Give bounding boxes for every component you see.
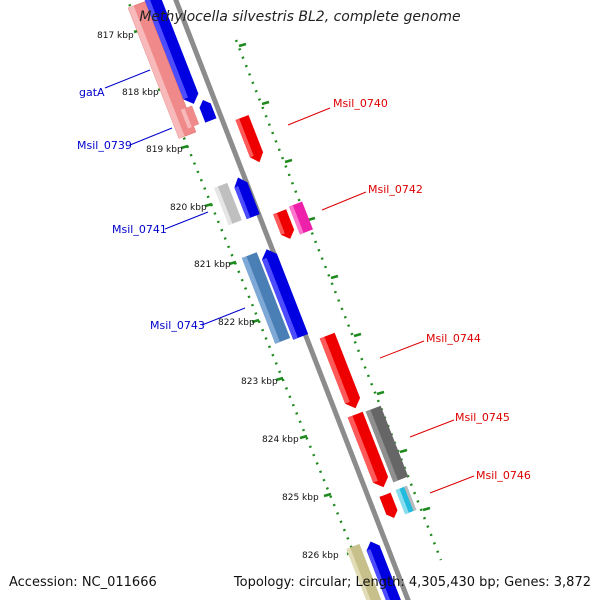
gene-Msil_0743-steelblue[interactable] (241, 252, 291, 344)
gene-Msil_0740[interactable] (235, 114, 265, 165)
gene-blue-small[interactable] (197, 98, 217, 123)
genome-summary-text: Topology: circular; Length: 4,305,430 bp… (233, 575, 591, 590)
gene-Msil_0743-blue[interactable] (259, 246, 309, 340)
gene-Msil_0745-red[interactable] (347, 411, 391, 490)
gene-Msil_0745-grey[interactable] (365, 405, 409, 483)
gene-Msil_0746-red[interactable] (379, 492, 399, 521)
accession-text: Accession: NC_011666 (9, 575, 157, 590)
gene-Msil_0741-grey[interactable] (214, 182, 242, 226)
right-leader-lines (287, 107, 475, 494)
tick-label-822: 822 kbp (218, 318, 255, 328)
gene-blue-bottom[interactable] (364, 539, 406, 600)
label-Msil_0745[interactable]: Msil_0745 (455, 411, 510, 424)
left-leader-lines (104, 69, 246, 326)
tick-label-826: 826 kbp (302, 551, 339, 561)
gene-blue-top[interactable] (143, 0, 201, 107)
label-Msil_0746[interactable]: Msil_0746 (476, 469, 531, 482)
label-gatA[interactable]: gatA (79, 86, 105, 99)
label-Msil_0741[interactable]: Msil_0741 (112, 223, 167, 236)
gene-Msil_0739-pink[interactable] (180, 105, 200, 129)
gene-Msil_0741-blue[interactable] (231, 175, 260, 220)
gene-Msil_0746-cyan[interactable] (395, 485, 417, 515)
tick-label-825: 825 kbp (282, 493, 319, 503)
label-Msil_0744[interactable]: Msil_0744 (426, 332, 481, 345)
tick-label-820: 820 kbp (170, 203, 207, 213)
gene-Msil_0744[interactable] (319, 332, 363, 411)
gene-Msil_0742-magenta[interactable] (289, 201, 313, 235)
right-ruler-dotted (234, 39, 443, 561)
gene-gatA[interactable] (127, 1, 197, 139)
gene-Msil_0742-red[interactable] (273, 209, 297, 241)
tick-label-821: 821 kbp (194, 260, 231, 270)
gene-khaki-bottom[interactable] (346, 543, 386, 600)
label-Msil_0739[interactable]: Msil_0739 (77, 139, 132, 152)
tick-label-818: 818 kbp (122, 88, 159, 98)
map-title: Methylocella silvestris BL2, complete ge… (139, 9, 461, 25)
tick-label-824: 824 kbp (262, 435, 299, 445)
tick-label-823: 823 kbp (241, 377, 278, 387)
label-Msil_0743[interactable]: Msil_0743 (150, 319, 205, 332)
label-Msil_0742[interactable]: Msil_0742 (368, 183, 423, 196)
tick-label-819: 819 kbp (146, 145, 183, 155)
tick-label-817: 817 kbp (97, 31, 134, 41)
label-Msil_0740[interactable]: Msil_0740 (333, 97, 388, 110)
